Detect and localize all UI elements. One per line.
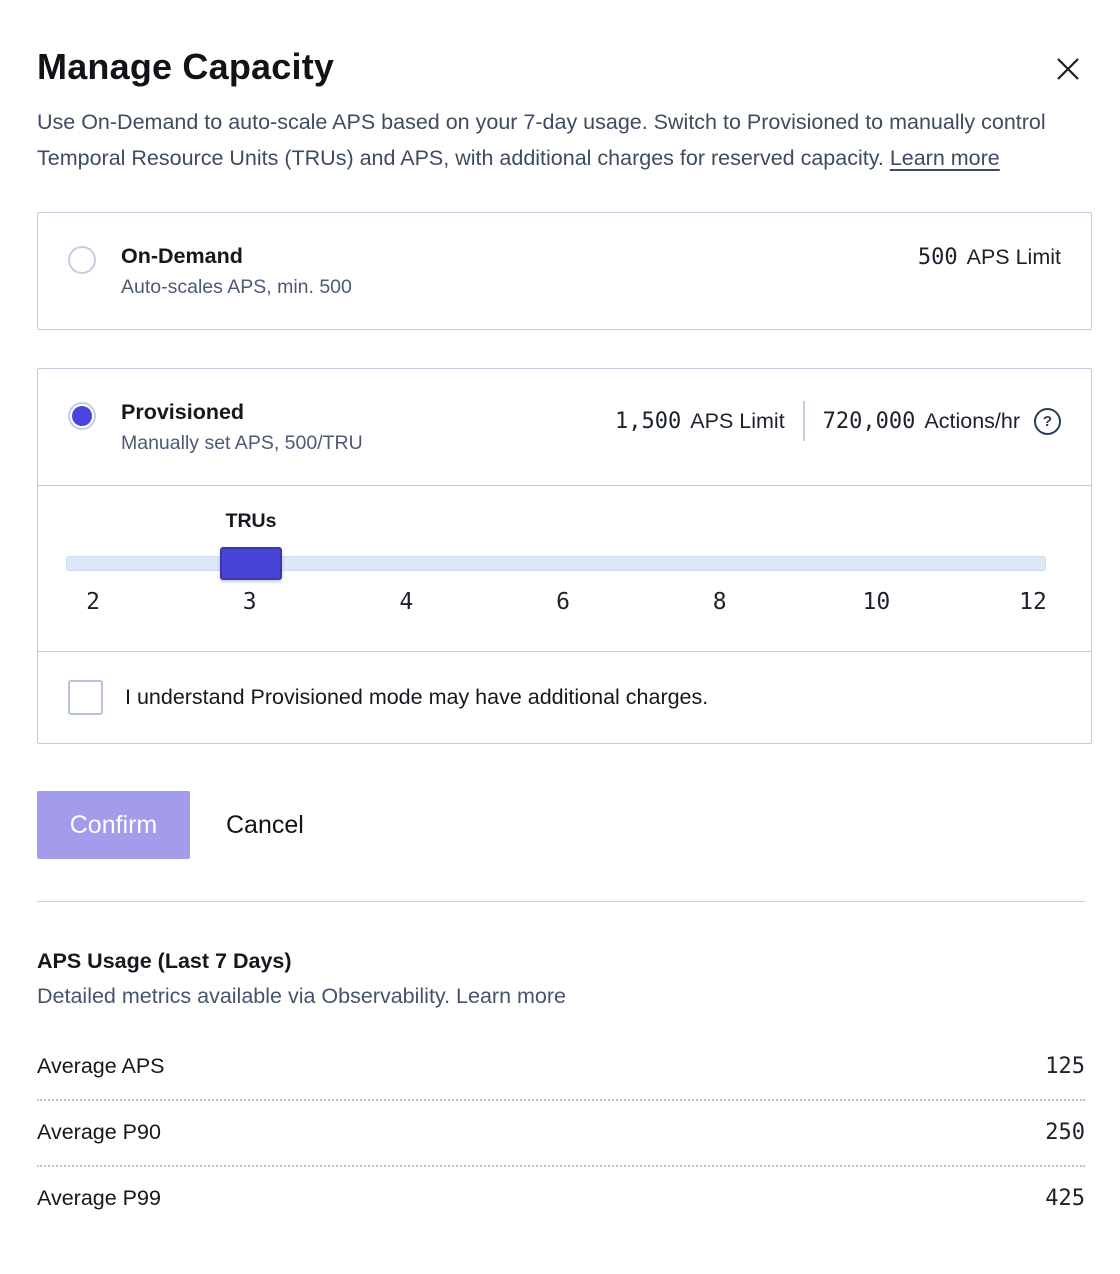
- usage-row-label: Average APS: [37, 1054, 165, 1078]
- slider-tick-label: 12: [1019, 589, 1047, 615]
- acknowledge-label: I understand Provisioned mode may have a…: [125, 685, 709, 709]
- dialog-header: Manage Capacity: [37, 46, 1085, 88]
- usage-row-label: Average P99: [37, 1186, 161, 1210]
- slider-tick-label: 4: [399, 589, 414, 615]
- on-demand-radio[interactable]: [68, 246, 96, 274]
- cancel-button[interactable]: Cancel: [226, 810, 304, 839]
- usage-row-value: 425: [1045, 1186, 1085, 1211]
- slider-tick-label: 10: [862, 589, 891, 615]
- provisioned-label: Provisioned: [121, 400, 245, 424]
- metrics-divider: [802, 401, 805, 441]
- table-row: Average P90 250: [37, 1101, 1085, 1167]
- provisioned-actions-unit: Actions/hr: [924, 408, 1020, 433]
- slider-tick-label: 6: [556, 589, 570, 615]
- usage-title: APS Usage (Last 7 Days): [37, 949, 292, 973]
- on-demand-metrics: 500 APS Limit: [918, 245, 1061, 270]
- usage-table: Average APS 125 Average P90 250 Average P99 4…: [37, 1035, 1085, 1231]
- provisioned-card: Provisioned Manually set APS, 500/TRU 1,…: [37, 368, 1092, 744]
- usage-row-value: 125: [1045, 1054, 1085, 1079]
- close-icon[interactable]: [1055, 56, 1081, 82]
- manage-capacity-dialog: Manage Capacity Use On-Demand to auto-sc…: [37, 46, 1092, 1231]
- on-demand-aps-value: 500: [917, 245, 958, 270]
- usage-learn-more-link[interactable]: Learn more: [456, 984, 566, 1008]
- on-demand-text: On-Demand Auto-scales APS, min. 500: [121, 244, 918, 299]
- on-demand-row: On-Demand Auto-scales APS, min. 500 500 …: [38, 213, 1091, 329]
- slider-tick-label: 2: [86, 589, 100, 615]
- action-buttons: Confirm Cancel: [37, 791, 1085, 859]
- usage-subtitle-text: Detailed metrics available via Observabi…: [37, 984, 451, 1008]
- section-divider: [37, 901, 1085, 902]
- confirm-button[interactable]: Confirm: [37, 791, 190, 859]
- provisioned-row[interactable]: Provisioned Manually set APS, 500/TRU 1,…: [38, 369, 1091, 485]
- provisioned-text: Provisioned Manually set APS, 500/TRU: [121, 400, 615, 455]
- acknowledge-checkbox[interactable]: [68, 680, 103, 715]
- tru-slider-label: TRUs: [225, 510, 277, 532]
- provisioned-radio[interactable]: [68, 402, 96, 430]
- table-row: Average APS 125: [37, 1035, 1085, 1101]
- tru-slider-ticks: 2 3 4 6 8 10 12: [86, 589, 1047, 619]
- description-text: Use On-Demand to auto-scale APS based on…: [37, 110, 1046, 170]
- usage-row-value: 250: [1045, 1120, 1085, 1145]
- provisioned-aps-unit: APS Limit: [690, 408, 785, 433]
- on-demand-label: On-Demand: [121, 244, 243, 268]
- slider-tick-label: 8: [712, 589, 727, 615]
- tru-slider-thumb[interactable]: [220, 547, 282, 580]
- provisioned-sublabel: Manually set APS, 500/TRU: [121, 432, 363, 454]
- usage-subtitle: Detailed metrics available via Observabi…: [37, 984, 1085, 1009]
- tru-slider-section: TRUs 2 3 4 6 8 10 12: [38, 485, 1091, 651]
- table-row: Average P99 425: [37, 1167, 1085, 1231]
- usage-row-label: Average P90: [37, 1120, 161, 1144]
- page-title: Manage Capacity: [37, 46, 335, 87]
- provisioned-aps-value: 1,500: [615, 408, 682, 434]
- provisioned-actions-value: 720,000: [822, 408, 916, 434]
- learn-more-link[interactable]: Learn more: [889, 146, 1000, 170]
- on-demand-card[interactable]: On-Demand Auto-scales APS, min. 500 500 …: [37, 212, 1092, 330]
- on-demand-sublabel: Auto-scales APS, min. 500: [121, 276, 352, 298]
- provisioned-metrics: 1,500 APS Limit 720,000 Actions/hr ?: [615, 401, 1061, 441]
- on-demand-aps-unit: APS Limit: [966, 245, 1061, 269]
- slider-tick-label: 3: [242, 589, 257, 615]
- dialog-description: Use On-Demand to auto-scale APS based on…: [37, 104, 1085, 176]
- aps-usage-section: APS Usage (Last 7 Days) Detailed metrics…: [37, 949, 1085, 1231]
- help-icon[interactable]: ?: [1034, 407, 1061, 435]
- tru-slider-track[interactable]: [66, 556, 1046, 571]
- acknowledge-section: I understand Provisioned mode may have a…: [38, 651, 1091, 743]
